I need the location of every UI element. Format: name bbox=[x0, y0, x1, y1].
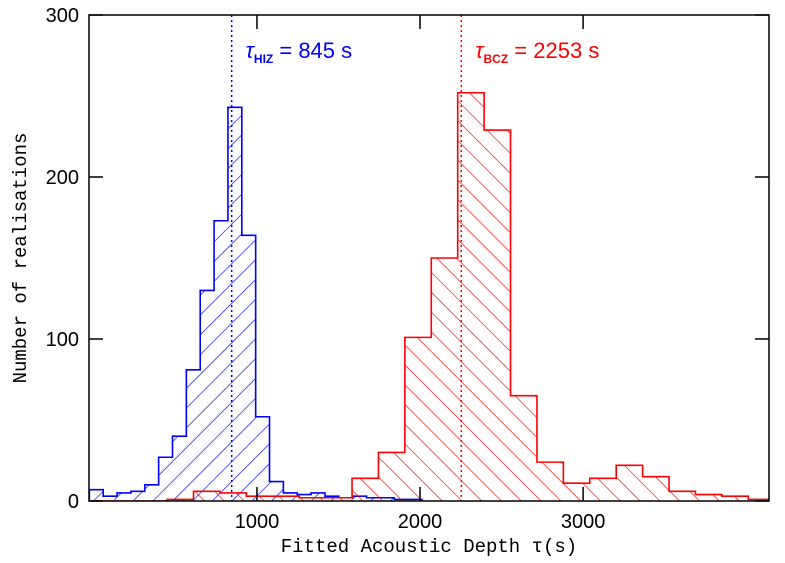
annotation-subscript: BCZ bbox=[484, 52, 509, 66]
annotation: τBCZ = 2253 s bbox=[475, 38, 599, 66]
y-axis-label: Number of realisations bbox=[10, 133, 32, 384]
annotation-symbol: τ bbox=[475, 38, 485, 63]
histogram-bar bbox=[144, 484, 159, 501]
histogram-bar bbox=[255, 416, 270, 501]
histogram-bar bbox=[695, 494, 722, 501]
histogram-bar bbox=[748, 499, 769, 501]
histogram-bar bbox=[214, 220, 228, 501]
histogram-bar bbox=[352, 478, 379, 501]
plot-area bbox=[89, 15, 769, 501]
histogram-bar bbox=[130, 491, 145, 501]
annotation-text: = 845 s bbox=[273, 38, 352, 63]
y-tick-label: 0 bbox=[68, 491, 79, 513]
x-tick-label: 3000 bbox=[561, 511, 606, 533]
histogram-bar bbox=[246, 496, 273, 501]
histogram-bar bbox=[563, 483, 590, 501]
histogram-bar bbox=[241, 235, 256, 501]
histogram-bar bbox=[219, 492, 247, 501]
histogram-bar bbox=[167, 499, 194, 501]
histogram-bar bbox=[311, 492, 325, 501]
x-tick-label: 1000 bbox=[235, 511, 280, 533]
histogram-bar bbox=[616, 465, 643, 501]
x-tick-label: 2000 bbox=[398, 511, 443, 533]
histogram-bar bbox=[186, 369, 201, 501]
annotation-text: = 2253 s bbox=[508, 38, 599, 63]
histogram-bar bbox=[158, 457, 173, 501]
y-tick-label: 200 bbox=[46, 167, 79, 189]
annotation: τHIZ = 845 s bbox=[246, 38, 352, 66]
histogram-bar bbox=[272, 496, 300, 501]
histogram-bar bbox=[404, 337, 432, 501]
histogram-bar bbox=[457, 92, 485, 501]
histogram-bar bbox=[103, 496, 118, 501]
annotation-subscript: HIZ bbox=[254, 52, 273, 66]
histogram-bar bbox=[484, 130, 511, 501]
annotation-symbol: τ bbox=[246, 38, 256, 63]
histogram-bar bbox=[669, 491, 696, 501]
histogram-bar bbox=[536, 462, 564, 501]
histogram-bar bbox=[299, 497, 326, 501]
histogram-bar bbox=[200, 290, 215, 501]
histogram-bar bbox=[510, 395, 537, 501]
x-axis-label: Fitted Acoustic Depth τ(s) bbox=[281, 536, 577, 558]
histogram-bar bbox=[89, 489, 104, 501]
histogram-bar bbox=[193, 491, 220, 501]
histogram-bar bbox=[117, 492, 131, 501]
y-tick-label: 300 bbox=[46, 5, 79, 27]
histogram-bar bbox=[431, 258, 458, 501]
histogram-bar bbox=[721, 496, 749, 501]
histogram-bar bbox=[589, 478, 617, 501]
frame bbox=[88, 14, 770, 502]
histogram-bar bbox=[227, 107, 242, 501]
histogram-outline bbox=[89, 91, 769, 501]
histogram-bar bbox=[642, 476, 670, 501]
histogram-bar bbox=[172, 436, 187, 501]
histogram-bar bbox=[325, 497, 353, 501]
y-tick-label: 100 bbox=[46, 329, 79, 351]
histogram-bar bbox=[378, 452, 405, 501]
